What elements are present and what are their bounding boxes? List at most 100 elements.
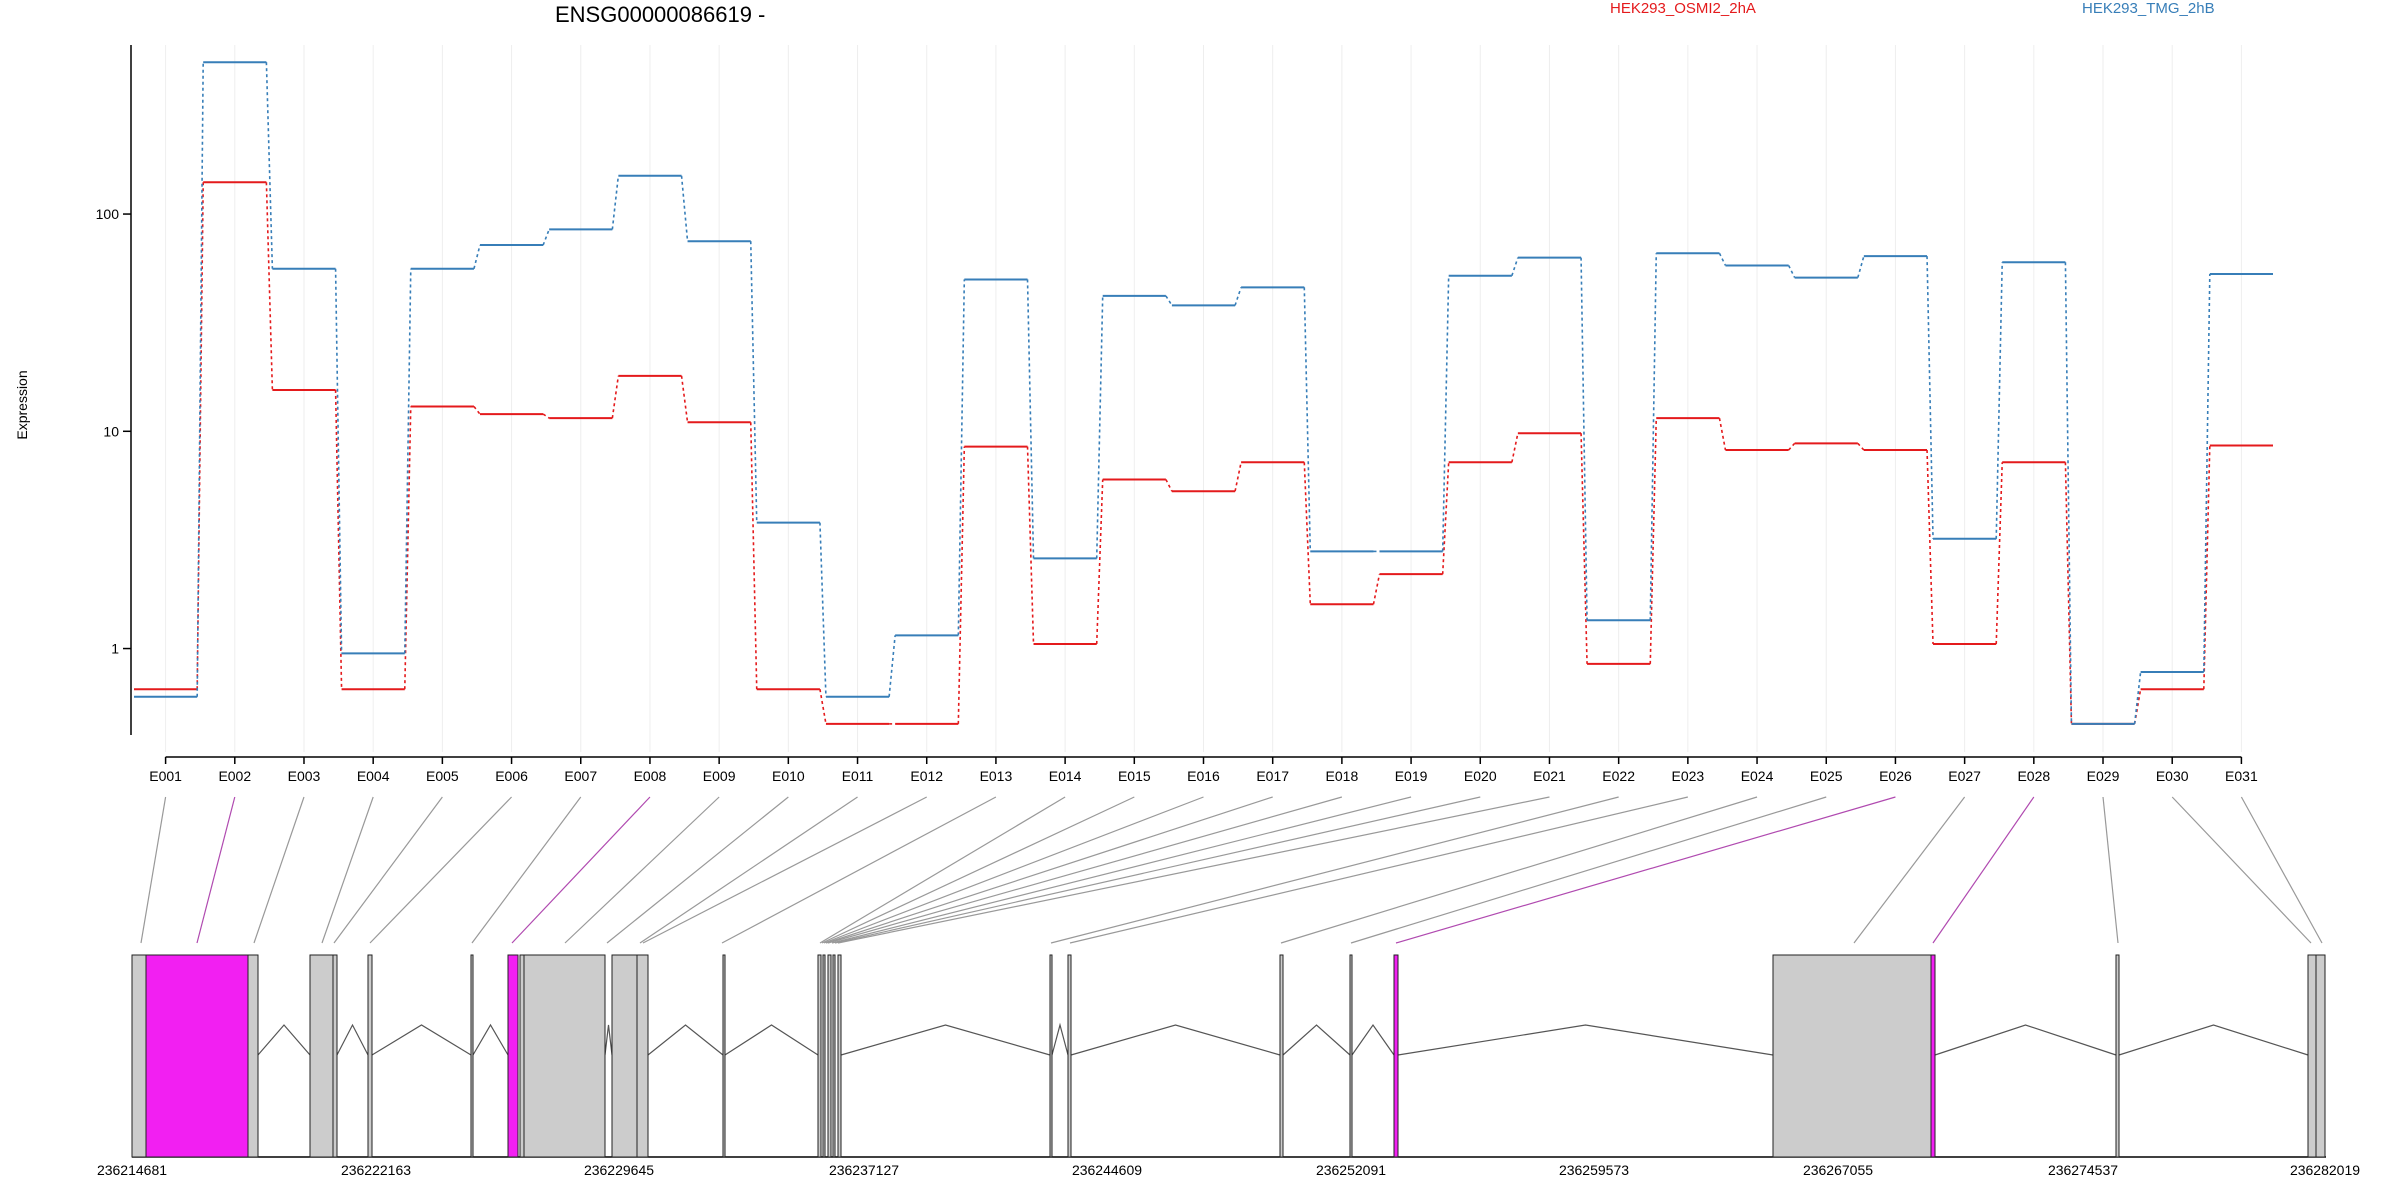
exon xyxy=(247,954,259,1158)
x-tick-label: E022 xyxy=(1602,768,1635,784)
mapping-line xyxy=(825,796,1273,944)
mapping-line xyxy=(140,796,167,944)
mapping-line xyxy=(1350,796,1827,944)
mapping-line-highlighted xyxy=(1932,796,2035,944)
legend-series-2: HEK293_TMG_2hB xyxy=(2082,0,2215,17)
x-tick-label: E024 xyxy=(1741,768,1774,784)
x-tick-label: E020 xyxy=(1464,768,1497,784)
x-tick-label: E023 xyxy=(1672,768,1705,784)
intron xyxy=(257,1024,311,1056)
exon xyxy=(332,954,338,1158)
series-connector xyxy=(1303,462,1312,605)
series-connector xyxy=(2133,671,2142,724)
mapping-line xyxy=(837,796,1550,944)
exon xyxy=(817,954,822,1158)
series-connector xyxy=(265,62,274,269)
series-connector xyxy=(680,375,689,423)
series-connector xyxy=(611,375,620,419)
series-connector xyxy=(1303,287,1312,552)
series-connector xyxy=(1372,574,1381,605)
series-connector xyxy=(1234,462,1242,492)
exon xyxy=(2307,954,2317,1158)
exon xyxy=(611,954,638,1158)
intron xyxy=(1070,1024,1281,1056)
intron xyxy=(1282,1024,1351,1056)
exon xyxy=(827,954,832,1158)
series-connector xyxy=(1995,462,2004,644)
exon xyxy=(1049,954,1053,1158)
x-tick-label: E018 xyxy=(1326,768,1359,784)
intron xyxy=(336,1023,369,1056)
mapping-line xyxy=(819,796,1066,944)
intron xyxy=(472,1023,509,1056)
intron xyxy=(1351,1023,1395,1056)
x-tick-label: E014 xyxy=(1049,768,1082,784)
x-tick-label: E015 xyxy=(1118,768,1151,784)
intron xyxy=(1051,1022,1069,1056)
x-tick-label: E017 xyxy=(1256,768,1289,784)
chart-title: ENSG00000086619 - xyxy=(555,2,765,27)
intron xyxy=(604,1024,613,1056)
series-connector xyxy=(1234,287,1242,306)
mapping-line xyxy=(564,796,720,944)
series-connector xyxy=(1441,275,1450,552)
exon xyxy=(1067,954,1072,1158)
genomic-coordinate-label: 236222163 xyxy=(341,1162,411,1178)
mapping-line xyxy=(1280,796,1758,944)
exon xyxy=(367,954,373,1158)
x-tick-label: E026 xyxy=(1879,768,1912,784)
exon xyxy=(722,954,726,1158)
series-connector xyxy=(1441,462,1450,575)
series-connector xyxy=(1165,479,1173,492)
series-connector xyxy=(196,182,204,690)
series-connector xyxy=(1718,252,1727,266)
series-connector xyxy=(1788,442,1796,451)
series-connector xyxy=(542,413,550,419)
series-connector xyxy=(473,244,481,269)
genomic-coordinate-label: 236259573 xyxy=(1559,1162,1629,1178)
genomic-coordinate-label: 236267055 xyxy=(1803,1162,1873,1178)
series-connector xyxy=(1926,449,1934,644)
series-connector xyxy=(2203,445,2211,690)
x-tick-label: E011 xyxy=(842,768,874,784)
series-connector xyxy=(2203,273,2211,673)
exon xyxy=(131,954,147,1158)
series-connector xyxy=(1026,446,1035,644)
mapping-line xyxy=(821,796,1135,944)
exon xyxy=(1349,954,1353,1158)
series-connector xyxy=(334,268,343,654)
series-2 xyxy=(134,61,2273,725)
exon xyxy=(636,954,649,1158)
mapping-line xyxy=(823,796,1204,944)
x-tick-label: E027 xyxy=(1948,768,1981,784)
series-connector xyxy=(1718,417,1727,451)
x-tick-label: E028 xyxy=(2017,768,2050,784)
exon xyxy=(523,954,606,1158)
mapping-line xyxy=(2102,796,2119,944)
x-tick-label: E012 xyxy=(910,768,943,784)
y-tick-label: 100 xyxy=(96,206,120,222)
mapping-line xyxy=(321,796,374,944)
x-tick-label: E009 xyxy=(703,768,736,784)
series-connector xyxy=(819,689,827,725)
mapping-line xyxy=(471,796,582,944)
mapping-line xyxy=(1853,796,1966,944)
series-connector xyxy=(1580,257,1588,621)
mapping-line xyxy=(642,796,928,944)
y-tick-label: 10 xyxy=(103,423,119,439)
series-connector xyxy=(749,241,758,523)
series-connector xyxy=(680,175,689,242)
mapping-line xyxy=(2240,796,2323,944)
intron xyxy=(724,1024,819,1056)
x-tick-label: E029 xyxy=(2087,768,2120,784)
series-connector xyxy=(1995,262,2004,539)
mapping-line xyxy=(831,796,1412,944)
x-tick-label: E013 xyxy=(980,768,1013,784)
series-connector xyxy=(1787,265,1796,278)
mapping-line-highlighted xyxy=(196,796,236,944)
genomic-coordinate-label: 236244609 xyxy=(1072,1162,1142,1178)
intron xyxy=(647,1024,724,1056)
series-connector xyxy=(819,522,827,697)
series-connector xyxy=(1095,295,1104,559)
mapping-line xyxy=(369,796,512,944)
